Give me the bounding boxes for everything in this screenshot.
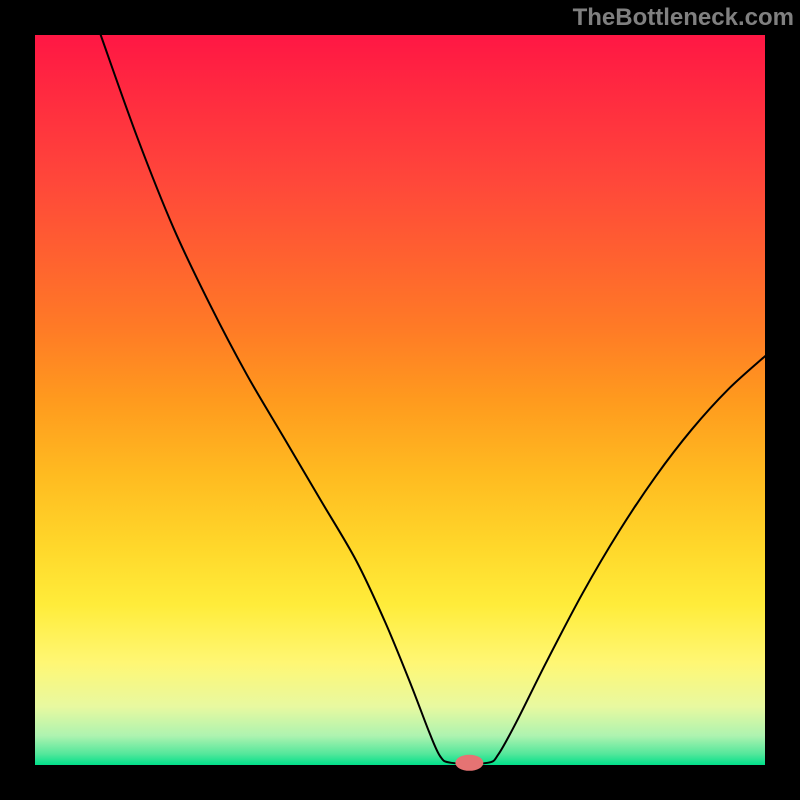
bottleneck-chart (0, 0, 800, 800)
chart-container: TheBottleneck.com (0, 0, 800, 800)
bottleneck-marker (455, 755, 483, 771)
watermark-text: TheBottleneck.com (573, 4, 794, 32)
